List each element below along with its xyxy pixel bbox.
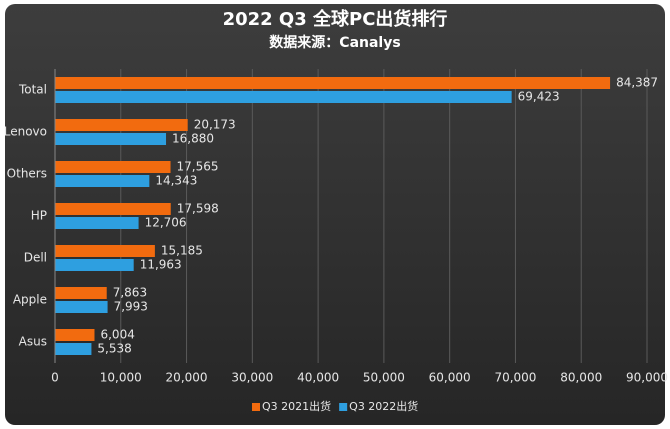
bar: [55, 217, 139, 229]
chart-subtitle: 数据来源：Canalys: [269, 34, 400, 51]
value-label: 7,863: [113, 286, 147, 300]
bar: [55, 77, 611, 89]
y-tick-label: Total: [18, 83, 47, 97]
y-tick-label: Dell: [24, 251, 47, 265]
bar: [55, 133, 167, 145]
value-label: 84,387: [616, 76, 658, 90]
y-tick-label: Others: [7, 167, 47, 181]
value-label: 20,173: [194, 118, 236, 132]
value-label: 7,993: [114, 300, 148, 314]
background: [5, 4, 665, 425]
value-label: 12,706: [145, 216, 187, 230]
x-tick-label: 20,000: [166, 371, 208, 385]
bar: [55, 91, 512, 103]
value-label: 11,963: [140, 258, 182, 272]
x-tick-label: 30,000: [231, 371, 273, 385]
bar: [55, 119, 188, 131]
bar: [55, 175, 150, 187]
x-tick-label: 50,000: [363, 371, 405, 385]
value-label: 15,185: [161, 244, 203, 258]
value-label: 17,565: [177, 160, 219, 174]
y-tick-label: Asus: [19, 335, 47, 349]
y-tick-label: Lenovo: [4, 125, 47, 139]
x-tick-label: 40,000: [297, 371, 339, 385]
bar: [55, 245, 155, 257]
x-tick-label: 70,000: [494, 371, 536, 385]
bar: [55, 259, 134, 271]
bar: [55, 287, 107, 299]
legend-swatch: [252, 403, 260, 411]
value-label: 69,423: [518, 90, 560, 104]
y-tick-label: Apple: [13, 293, 47, 307]
bar: [55, 161, 171, 173]
bar: [55, 343, 92, 355]
bar: [55, 301, 108, 313]
x-tick-label: 80,000: [560, 371, 602, 385]
value-label: 14,343: [155, 174, 197, 188]
legend-label: Q3 2022出货: [349, 399, 418, 413]
bar: [55, 329, 95, 341]
legend-label: Q3 2021出货: [262, 399, 331, 413]
chart-title: 2022 Q3 全球PC出货排行: [223, 8, 448, 30]
x-tick-label: 0: [51, 371, 59, 385]
value-label: 6,004: [100, 328, 134, 342]
x-tick-label: 90,000: [626, 371, 668, 385]
bar: [55, 203, 171, 215]
x-tick-label: 10,000: [100, 371, 142, 385]
x-tick-label: 60,000: [429, 371, 471, 385]
value-label: 16,880: [172, 132, 214, 146]
value-label: 17,598: [177, 202, 219, 216]
value-label: 5,538: [97, 342, 131, 356]
y-tick-label: HP: [31, 209, 47, 223]
legend-swatch: [339, 403, 348, 411]
